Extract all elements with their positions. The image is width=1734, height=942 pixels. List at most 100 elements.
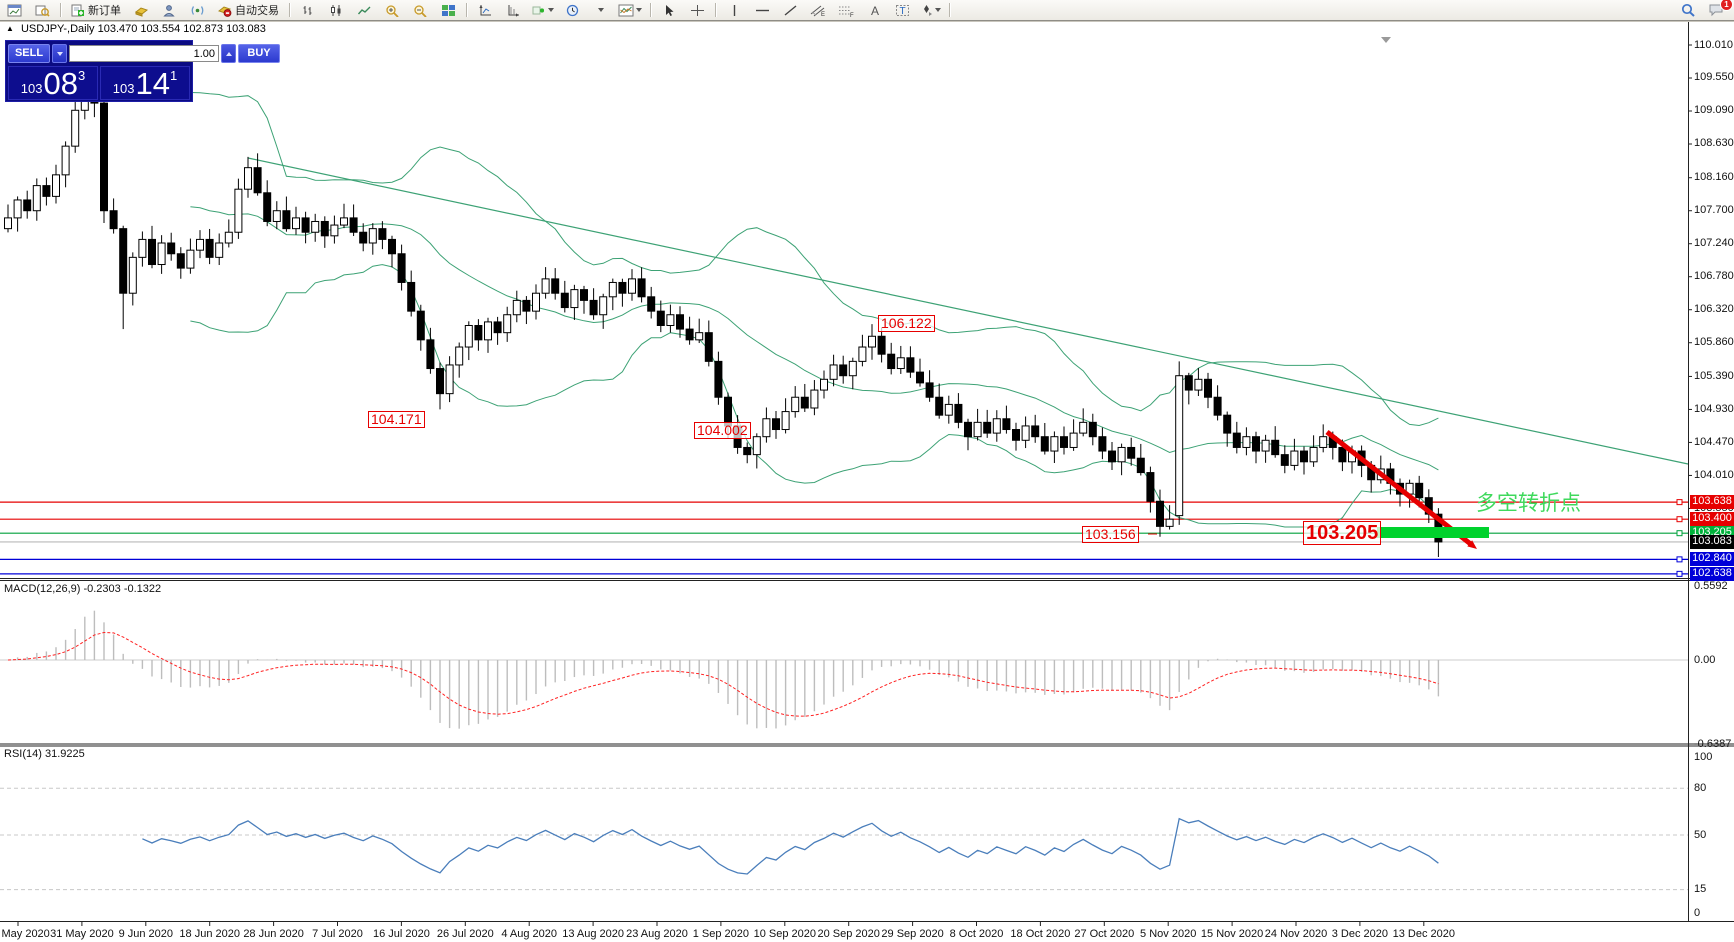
candle-down <box>656 310 665 326</box>
line-handle[interactable] <box>1676 556 1683 563</box>
candle-down <box>724 396 732 427</box>
buy-price-point: 1 <box>169 68 178 83</box>
candle-up <box>599 296 608 316</box>
styler-icon[interactable] <box>128 1 154 20</box>
candle-up <box>128 256 137 294</box>
line-handle[interactable] <box>1676 570 1683 577</box>
toolbar-separator <box>949 3 950 17</box>
title-ohlc: 103.470 103.554 102.873 103.083 <box>97 23 266 35</box>
equidistant-channel-icon[interactable]: E <box>805 1 831 20</box>
candle-up <box>868 335 876 348</box>
candle-up <box>234 188 243 233</box>
indicators-icon[interactable] <box>528 1 557 20</box>
candle-down <box>676 314 684 330</box>
candle-down <box>1252 436 1260 452</box>
label-icon[interactable]: T <box>889 1 915 20</box>
candle-down <box>589 299 598 316</box>
candle-up <box>272 210 281 222</box>
candle-down <box>1127 446 1136 459</box>
trendline-icon[interactable] <box>777 1 803 20</box>
descending-trendline[interactable] <box>247 157 1689 465</box>
candlestick-icon[interactable] <box>323 1 349 20</box>
line-handle[interactable] <box>1676 499 1683 506</box>
sell-price-pips: 08 <box>43 66 78 101</box>
candle-down <box>906 357 915 373</box>
line-chart-icon[interactable] <box>351 1 377 20</box>
candle-up <box>1242 436 1251 448</box>
autotrade-button[interactable]: 自动交易 <box>212 1 284 20</box>
zoom-in-icon[interactable] <box>379 1 405 20</box>
candle-down <box>426 339 435 370</box>
arrange-b-icon[interactable] <box>500 1 526 20</box>
candle-down <box>685 328 694 341</box>
one-click-trade-panel: SELL BUY 103 08 3 103 14 1 <box>5 40 280 102</box>
svg-text:T: T <box>899 6 905 17</box>
arrange-a-icon[interactable] <box>472 1 498 20</box>
chevron-down-icon <box>598 8 604 12</box>
line-handle[interactable] <box>1676 530 1683 537</box>
candle-up <box>1079 421 1088 434</box>
chat-icon[interactable]: 1 <box>1703 0 1733 20</box>
sell-price-display[interactable]: 103 08 3 <box>8 66 98 100</box>
candle-up <box>311 220 320 233</box>
candle-down <box>1232 432 1241 448</box>
buy-price-display[interactable]: 103 14 1 <box>100 66 190 100</box>
zoom-out-icon[interactable] <box>407 1 433 20</box>
volume-increase-button[interactable] <box>221 44 236 63</box>
notification-badge: 1 <box>1720 0 1733 11</box>
candle-down <box>282 210 291 230</box>
bar-chart-icon[interactable] <box>295 1 321 20</box>
sell-price-point: 3 <box>77 68 86 83</box>
candle-down <box>560 292 569 309</box>
candle-down <box>800 396 809 409</box>
arrows-icon[interactable] <box>917 1 944 20</box>
volume-input[interactable] <box>69 45 219 62</box>
drawn-trend-arrow[interactable] <box>1325 430 1473 547</box>
market-watch-icon[interactable] <box>29 1 55 20</box>
chart-shift-marker[interactable] <box>1381 37 1391 43</box>
text-icon[interactable]: A <box>861 1 887 20</box>
fibonacci-icon[interactable]: F <box>833 1 859 20</box>
vertical-line-icon[interactable] <box>721 1 747 20</box>
templates-icon[interactable] <box>615 1 645 20</box>
toolbar-separator <box>60 3 61 17</box>
line-handle[interactable] <box>1676 516 1683 523</box>
more-tools-dropdown[interactable] <box>587 1 613 20</box>
candle-down <box>877 335 886 355</box>
support-highlight-rect[interactable] <box>1377 527 1489 538</box>
candle-up <box>820 378 828 391</box>
candle-up <box>71 109 80 147</box>
search-icon[interactable] <box>1675 1 1701 20</box>
svg-text:E: E <box>821 12 825 17</box>
new-order-button[interactable]: 新订单 <box>66 1 126 20</box>
horizontal-line-icon[interactable] <box>749 1 775 20</box>
crosshair-icon[interactable] <box>684 1 710 20</box>
candle-down <box>109 210 118 230</box>
cursor-icon[interactable] <box>656 1 682 20</box>
candle-down <box>964 421 972 438</box>
profile-icon[interactable] <box>156 1 182 20</box>
candle-down <box>205 238 214 258</box>
broadcast-icon[interactable] <box>184 1 210 20</box>
candle-up <box>330 224 339 237</box>
one-click-collapse-icon[interactable]: ▲ <box>6 24 14 33</box>
sell-button[interactable]: SELL <box>8 44 50 63</box>
candle-up <box>157 242 166 266</box>
candle-up <box>1165 518 1174 527</box>
candle-up <box>368 228 377 244</box>
candle-down <box>474 324 483 341</box>
chart-window-icon[interactable] <box>1 1 27 20</box>
clock-icon[interactable] <box>559 1 585 20</box>
candle-down <box>407 281 416 312</box>
candle-up <box>896 357 905 370</box>
candle-up <box>992 418 1001 434</box>
svg-text:F: F <box>850 13 854 17</box>
buy-price-pips: 14 <box>135 66 170 101</box>
candle-down <box>839 364 848 377</box>
buy-button[interactable]: BUY <box>238 44 280 63</box>
tile-windows-icon[interactable] <box>435 1 461 20</box>
candle-down <box>887 353 896 370</box>
rsi-label: RSI(14) 31.9225 <box>4 748 85 760</box>
volume-decrease-button[interactable] <box>52 44 67 63</box>
